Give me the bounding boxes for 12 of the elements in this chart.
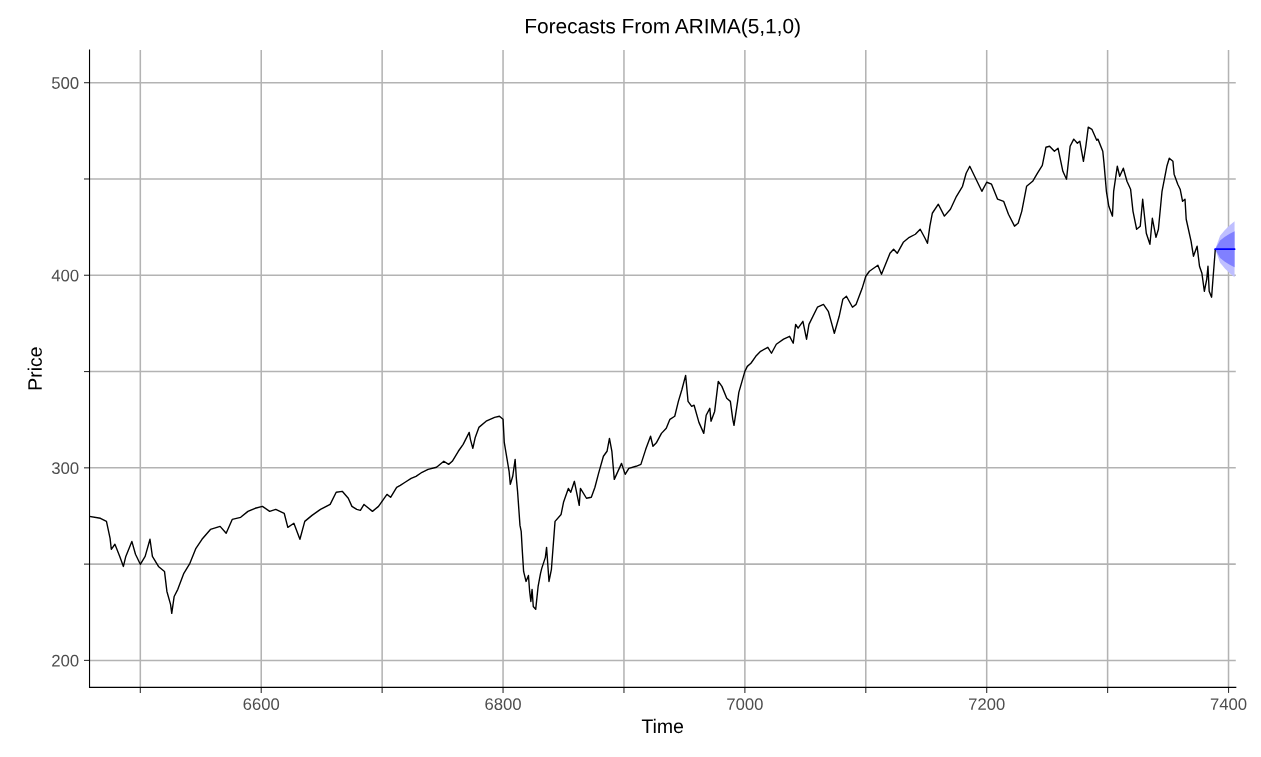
y-tick-label: 500: [51, 77, 79, 89]
x-tick-label: 7200: [969, 698, 1005, 711]
chart-title: Forecasts From ARIMA(5,1,0): [526, 18, 800, 38]
y-tick-label: 200: [52, 654, 79, 667]
x-axis-title: Time: [641, 718, 684, 734]
x-tick-label: 7400: [1210, 698, 1247, 711]
x-tick-label: 6800: [485, 698, 521, 711]
y-tick-label: 400: [51, 269, 79, 282]
x-tick-label: 7000: [727, 698, 763, 711]
y-tick-label: 300: [51, 462, 79, 475]
y-axis-title: Price: [27, 347, 42, 390]
x-tick-label: 6600: [243, 698, 280, 711]
